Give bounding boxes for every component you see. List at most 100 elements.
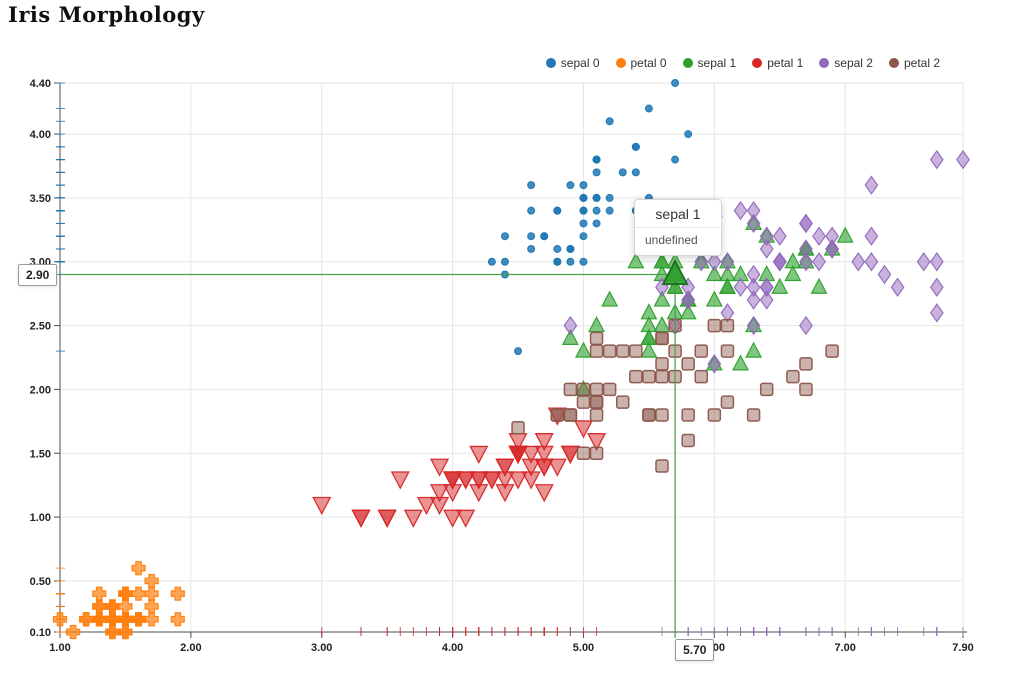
scatter-point[interactable] — [377, 509, 397, 528]
legend-item-sepal-1[interactable]: sepal 1 — [682, 56, 736, 70]
scatter-point[interactable] — [534, 445, 554, 465]
scatter-point[interactable] — [642, 369, 656, 384]
scatter-point[interactable] — [429, 458, 450, 477]
scatter-point[interactable] — [589, 395, 604, 409]
scatter-point[interactable] — [574, 341, 592, 358]
scatter-point[interactable] — [429, 484, 450, 503]
scatter-point[interactable] — [681, 408, 695, 422]
scatter-point[interactable] — [560, 445, 580, 465]
legend-item-petal-2[interactable]: petal 2 — [888, 56, 940, 70]
scatter-point[interactable] — [514, 347, 523, 356]
scatter-point[interactable] — [118, 624, 133, 640]
scatter-point[interactable] — [929, 277, 944, 297]
scatter-point[interactable] — [877, 264, 892, 285]
scatter-point[interactable] — [720, 344, 735, 358]
scatter-point[interactable] — [579, 206, 588, 215]
scatter-point[interactable] — [684, 130, 693, 139]
scatter-point[interactable] — [615, 344, 630, 358]
scatter-point[interactable] — [644, 104, 653, 113]
scatter-point[interactable] — [602, 344, 617, 358]
scatter-point[interactable] — [825, 344, 839, 358]
series-sepal-2[interactable] — [563, 149, 970, 374]
highlighted-point[interactable] — [661, 259, 689, 286]
scatter-point[interactable] — [563, 408, 578, 422]
legend-item-petal-0[interactable]: petal 0 — [615, 56, 667, 70]
scatter-point[interactable] — [65, 624, 81, 640]
scatter-point[interactable] — [746, 213, 761, 234]
scatter-point[interactable] — [576, 446, 591, 461]
scatter-point[interactable] — [759, 382, 774, 397]
scatter-point[interactable] — [576, 395, 591, 409]
scatter-point[interactable] — [144, 586, 159, 601]
scatter-point[interactable] — [720, 252, 735, 272]
scatter-point[interactable] — [131, 586, 146, 601]
scatter-point[interactable] — [573, 420, 594, 439]
scatter-point[interactable] — [579, 181, 588, 190]
scatter-point[interactable] — [592, 155, 601, 164]
scatter-point[interactable] — [681, 290, 696, 310]
scatter-point[interactable] — [170, 612, 185, 627]
scatter-point[interactable] — [655, 459, 669, 473]
scatter-point[interactable] — [579, 219, 588, 228]
scatter-point[interactable] — [605, 206, 614, 215]
scatter-point[interactable] — [655, 357, 669, 371]
scatter-point[interactable] — [655, 369, 669, 384]
scatter-point[interactable] — [495, 484, 515, 503]
scatter-point[interactable] — [784, 252, 802, 269]
scatter-point[interactable] — [956, 149, 970, 170]
scatter-point[interactable] — [694, 344, 709, 358]
scatter-point[interactable] — [746, 315, 761, 336]
scatter-point[interactable] — [746, 200, 761, 221]
scatter-point[interactable] — [118, 586, 133, 601]
scatter-point[interactable] — [144, 599, 159, 614]
scatter-point[interactable] — [534, 484, 554, 503]
scatter-point[interactable] — [563, 315, 578, 336]
scatter-point[interactable] — [661, 259, 689, 286]
scatter-point[interactable] — [615, 395, 630, 409]
scatter-point[interactable] — [812, 252, 826, 272]
scatter-point[interactable] — [772, 226, 787, 246]
scatter-point[interactable] — [746, 408, 761, 422]
scatter-point[interactable] — [144, 573, 159, 589]
scatter-point[interactable] — [527, 244, 536, 253]
scatter-point[interactable] — [851, 252, 866, 272]
scatter-point[interactable] — [416, 496, 437, 516]
scatter-point[interactable] — [929, 252, 944, 272]
scatter-point[interactable] — [589, 408, 604, 422]
scatter-point[interactable] — [52, 612, 68, 627]
scatter-point[interactable] — [527, 232, 536, 241]
scatter-point[interactable] — [500, 232, 509, 241]
scatter-point[interactable] — [547, 407, 567, 426]
scatter-point[interactable] — [92, 599, 107, 614]
scatter-point[interactable] — [864, 175, 879, 195]
scatter-point[interactable] — [720, 395, 735, 409]
scatter-point[interactable] — [579, 232, 588, 241]
series-petal-0[interactable] — [52, 561, 185, 640]
scatter-point[interactable] — [605, 193, 614, 202]
scatter-point[interactable] — [118, 612, 133, 627]
scatter-point[interactable] — [640, 341, 658, 358]
scatter-point[interactable] — [602, 382, 617, 397]
scatter-point[interactable] — [456, 509, 476, 528]
scatter-point[interactable] — [799, 213, 813, 234]
scatter-point[interactable] — [105, 612, 120, 627]
scatter-point[interactable] — [640, 316, 658, 333]
scatter-point[interactable] — [759, 239, 774, 259]
scatter-point[interactable] — [799, 382, 813, 397]
scatter-point[interactable] — [705, 264, 723, 282]
scatter-point[interactable] — [92, 586, 107, 601]
scatter-point[interactable] — [443, 471, 463, 490]
scatter-point[interactable] — [482, 471, 502, 490]
scatter-point[interactable] — [694, 369, 709, 384]
scatter-point[interactable] — [553, 244, 562, 253]
scatter-point[interactable] — [642, 408, 656, 422]
scatter-point[interactable] — [553, 206, 562, 215]
scatter-point[interactable] — [707, 354, 722, 374]
scatter-point[interactable] — [563, 382, 578, 397]
scatter-point[interactable] — [681, 357, 695, 371]
legend-item-sepal-0[interactable]: sepal 0 — [545, 56, 600, 70]
scatter-point[interactable] — [799, 252, 813, 272]
scatter-point[interactable] — [640, 328, 658, 345]
scatter-point[interactable] — [566, 244, 575, 253]
